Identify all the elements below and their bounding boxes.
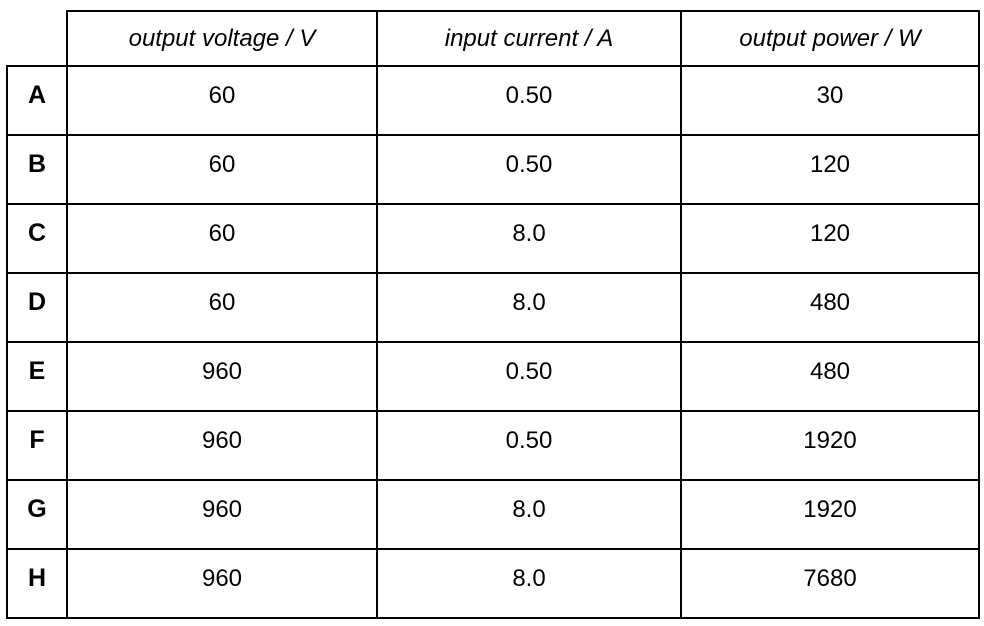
row-label-f: F (6, 410, 68, 481)
cell-input-current: 0.50 (376, 341, 682, 412)
column-header-output-power: output power / W (680, 10, 980, 67)
cell-output-power: 1920 (680, 479, 980, 550)
cell-output-voltage: 960 (66, 341, 378, 412)
table-row-e: E 960 0.50 480 (6, 341, 980, 412)
cell-output-voltage: 960 (66, 548, 378, 619)
table-row-h: H 960 8.0 7680 (6, 548, 980, 619)
cell-input-current: 8.0 (376, 479, 682, 550)
row-label-b: B (6, 134, 68, 205)
cell-output-voltage: 60 (66, 65, 378, 136)
header-row: output voltage / V input current / A out… (7, 10, 980, 67)
cell-input-current: 8.0 (376, 203, 682, 274)
corner-cell (7, 11, 67, 66)
row-label-a: A (6, 65, 68, 136)
row-label-e: E (6, 341, 68, 412)
row-label-d: D (6, 272, 68, 343)
data-table: output voltage / V input current / A out… (6, 10, 980, 619)
cell-output-power: 120 (680, 203, 980, 274)
cell-output-power: 480 (680, 272, 980, 343)
table-row-g: G 960 8.0 1920 (6, 479, 980, 550)
cell-output-power: 30 (680, 65, 980, 136)
column-header-input-current: input current / A (376, 10, 682, 67)
cell-output-power: 480 (680, 341, 980, 412)
table-row-a: A 60 0.50 30 (6, 65, 980, 136)
table-row-d: D 60 8.0 480 (6, 272, 980, 343)
cell-output-power: 7680 (680, 548, 980, 619)
table-row-f: F 960 0.50 1920 (6, 410, 980, 481)
cell-output-voltage: 960 (66, 479, 378, 550)
table-row-b: B 60 0.50 120 (6, 134, 980, 205)
row-label-g: G (6, 479, 68, 550)
cell-output-voltage: 60 (66, 203, 378, 274)
cell-output-power: 1920 (680, 410, 980, 481)
cell-input-current: 0.50 (376, 65, 682, 136)
cell-output-voltage: 60 (66, 134, 378, 205)
cell-output-voltage: 960 (66, 410, 378, 481)
row-label-h: H (6, 548, 68, 619)
cell-input-current: 8.0 (376, 548, 682, 619)
cell-input-current: 0.50 (376, 410, 682, 481)
cell-output-power: 120 (680, 134, 980, 205)
cell-output-voltage: 60 (66, 272, 378, 343)
cell-input-current: 0.50 (376, 134, 682, 205)
column-header-output-voltage: output voltage / V (66, 10, 378, 67)
table-row-c: C 60 8.0 120 (6, 203, 980, 274)
row-label-c: C (6, 203, 68, 274)
cell-input-current: 8.0 (376, 272, 682, 343)
